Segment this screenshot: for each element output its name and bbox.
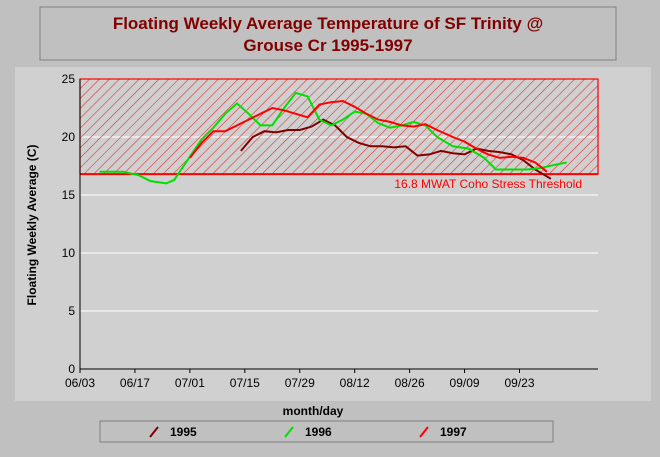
x-tick-label: 08/26 [395,376,425,390]
y-tick-label: 10 [62,246,76,260]
title-box [39,6,617,61]
threshold-band [79,78,599,175]
y-axis-label: Floating Weekly Average (C) [25,145,39,306]
chart-title: Floating Weekly Average Temperature of S… [113,14,543,33]
y-tick-label: 25 [62,72,76,86]
legend [99,420,554,443]
x-tick-label: 07/29 [285,376,315,390]
legend-swatch [149,426,159,438]
legend-label: 1995 [170,425,197,439]
y-tick-label: 5 [68,304,75,318]
chart-subtitle: Grouse Cr 1995-1997 [243,36,412,55]
x-tick-label: 09/23 [504,376,534,390]
x-tick-label: 07/15 [230,376,260,390]
x-tick-label: 07/01 [175,376,205,390]
x-tick-label: 06/03 [65,376,95,390]
y-tick-label: 15 [62,188,76,202]
legend-swatch [419,426,429,438]
x-axis-label: month/day [283,404,344,418]
legend-label: 1996 [305,425,332,439]
y-tick-label: 0 [68,362,75,376]
x-tick-label: 08/12 [340,376,370,390]
legend-label: 1997 [440,425,467,439]
series-line [240,118,552,180]
legend-items: 1995 1996 1997 [149,425,467,439]
y-tick-label: 20 [62,130,76,144]
legend-swatch [284,426,294,438]
x-tick-label: 09/09 [450,376,480,390]
x-tick-label: 06/17 [120,376,150,390]
plot-area: 0 5 10 15 20 25 16.8 MWAT Coho Stress Threshol… [62,72,599,390]
series-line [189,99,548,173]
threshold-label: 16.8 MWAT Coho Stress Threshold [394,177,582,191]
